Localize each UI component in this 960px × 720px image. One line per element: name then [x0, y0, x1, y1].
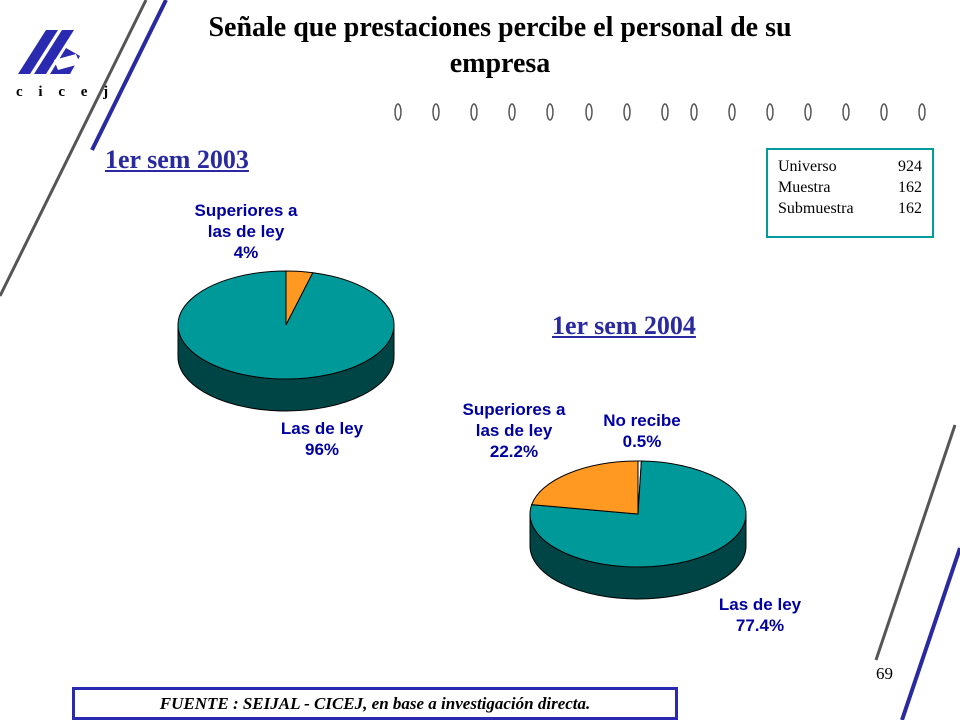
pie-chart-2004 [529, 460, 747, 600]
source-text: FUENTE : SEIJAL - CICEJ, en base a inves… [75, 690, 675, 717]
left-diagonal-stripe-blue [90, 0, 168, 151]
slice-value: 0.5% [622, 432, 662, 451]
slice-label-no-recibe-2004: No recibe 0.5% [587, 410, 697, 452]
stats-label: Universo [778, 158, 837, 175]
slice-label-superiores-2003: Superiores a las de ley 4% [186, 200, 306, 263]
right-diagonal-stripe-gray [874, 424, 957, 661]
chart-title-2004: 1er sem 2004 [552, 311, 696, 340]
oval-dots-row [394, 103, 926, 121]
cicej-logo-icon [18, 30, 80, 74]
slice-value: 96% [304, 440, 340, 459]
slice-value: 22.2% [489, 442, 539, 461]
slice-name: Superiores a las de ley [462, 400, 566, 440]
page-title: Señale que prestaciones percibe el perso… [208, 12, 792, 79]
slice-name: No recibe [603, 411, 681, 430]
slice-name: Superiores a las de ley [194, 201, 298, 241]
stats-label: Submuestra [778, 200, 854, 217]
stats-row-universo: Universo 924 [778, 156, 922, 177]
pie-chart-2003 [177, 270, 395, 412]
slice-label-ley-2004: Las de ley 77.4% [700, 594, 820, 636]
left-diagonal-stripe-gray [0, 0, 148, 297]
slice-name: Las de ley [718, 595, 802, 614]
slice-value: 4% [233, 243, 259, 262]
stats-row-submuestra: Submuestra 162 [778, 198, 922, 219]
slice-name: Las de ley [280, 419, 364, 438]
slice-value: 77.4% [735, 616, 785, 635]
page-number: 69 [876, 664, 893, 683]
source-banner: FUENTE : SEIJAL - CICEJ, en base a inves… [72, 687, 678, 720]
logo-text: c i c e j [16, 84, 115, 100]
stats-value: 162 [898, 200, 922, 217]
slice-label-ley-2003: Las de ley 96% [262, 418, 382, 460]
slice-label-superiores-2004: Superiores a las de ley 22.2% [452, 399, 576, 462]
stats-label: Muestra [778, 179, 831, 196]
stats-row-muestra: Muestra 162 [778, 177, 922, 198]
pie-slice-superiores-a-las-de-ley [530, 460, 639, 515]
stats-value: 924 [898, 158, 922, 175]
right-diagonal-stripe-blue [900, 547, 960, 720]
sample-stats-box: Universo 924 Muestra 162 Submuestra 162 [766, 148, 934, 238]
chart-title-2003: 1er sem 2003 [105, 145, 249, 174]
stats-value: 162 [898, 179, 922, 196]
pie-slice-las-de-ley [177, 270, 395, 380]
